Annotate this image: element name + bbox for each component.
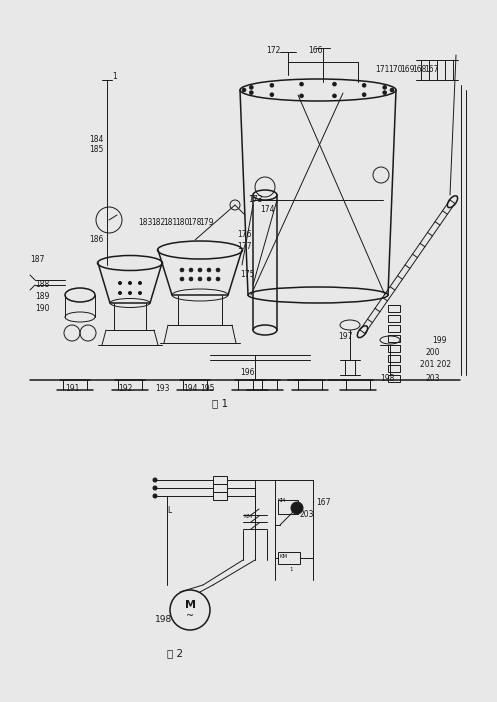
Text: 187: 187 [30, 255, 44, 264]
Text: M: M [184, 600, 195, 610]
Text: 180: 180 [175, 218, 189, 227]
Text: 167: 167 [316, 498, 331, 507]
Text: 166: 166 [308, 46, 323, 55]
Circle shape [139, 291, 142, 295]
Circle shape [129, 282, 132, 284]
Circle shape [129, 291, 132, 295]
Circle shape [139, 282, 142, 284]
Circle shape [362, 93, 366, 96]
Text: ~: ~ [186, 611, 194, 621]
Circle shape [249, 86, 253, 89]
Bar [278, 552, 300, 564]
Text: 192: 192 [118, 384, 132, 393]
Circle shape [291, 502, 303, 514]
Text: 1: 1 [112, 72, 117, 81]
Circle shape [118, 291, 121, 295]
Circle shape [153, 478, 157, 482]
Circle shape [198, 277, 202, 281]
Text: 177: 177 [237, 242, 251, 251]
Text: 172: 172 [266, 46, 280, 55]
Circle shape [153, 486, 157, 490]
Circle shape [249, 91, 253, 94]
Text: 188: 188 [35, 280, 49, 289]
Circle shape [362, 84, 366, 87]
Bar [388, 315, 400, 322]
Circle shape [332, 82, 336, 86]
Text: 191: 191 [65, 384, 80, 393]
Circle shape [300, 82, 303, 86]
Text: 190: 190 [35, 304, 50, 313]
Text: 194: 194 [183, 384, 197, 393]
Bar [388, 325, 400, 332]
Circle shape [216, 268, 220, 272]
Circle shape [270, 93, 274, 96]
Circle shape [118, 282, 121, 284]
Bar [388, 345, 400, 352]
Text: 198: 198 [155, 615, 172, 624]
Bar [213, 484, 227, 492]
Text: 图 1: 图 1 [212, 398, 228, 408]
Circle shape [216, 277, 220, 281]
Text: 183: 183 [138, 218, 153, 227]
Text: 167: 167 [424, 65, 438, 74]
Circle shape [189, 277, 193, 281]
Text: L: L [167, 506, 171, 515]
Text: KM: KM [278, 498, 286, 503]
Circle shape [180, 268, 184, 272]
Text: KM: KM [243, 514, 252, 519]
Circle shape [207, 277, 211, 281]
Bar [213, 492, 227, 500]
Text: 200: 200 [425, 348, 439, 357]
Text: 182: 182 [151, 218, 165, 227]
Text: 174: 174 [260, 205, 274, 214]
Text: 199: 199 [432, 336, 446, 345]
Text: 173: 173 [248, 195, 262, 204]
Circle shape [390, 88, 394, 92]
Text: 169: 169 [400, 65, 414, 74]
Text: 175: 175 [240, 270, 254, 279]
Text: 197: 197 [338, 332, 352, 341]
Bar [388, 375, 400, 382]
Circle shape [270, 84, 274, 87]
Text: 178: 178 [187, 218, 201, 227]
Text: 179: 179 [199, 218, 214, 227]
Text: 1: 1 [289, 567, 293, 572]
Text: 201 202: 201 202 [420, 360, 451, 369]
Text: 186: 186 [89, 235, 103, 244]
Text: 189: 189 [35, 292, 49, 301]
Circle shape [383, 86, 387, 89]
Text: 196: 196 [240, 368, 254, 377]
Text: 185: 185 [89, 145, 103, 154]
Circle shape [153, 494, 157, 498]
Text: 168: 168 [412, 65, 426, 74]
Text: KM: KM [280, 554, 288, 559]
Circle shape [332, 94, 336, 98]
Circle shape [198, 268, 202, 272]
Text: 图 2: 图 2 [167, 648, 183, 658]
Circle shape [189, 268, 193, 272]
Bar [388, 355, 400, 362]
Circle shape [383, 91, 387, 94]
Bar [388, 335, 400, 342]
Circle shape [180, 277, 184, 281]
Text: 170: 170 [388, 65, 403, 74]
Bar [278, 500, 298, 514]
Text: 181: 181 [163, 218, 177, 227]
Circle shape [207, 268, 211, 272]
Bar [213, 476, 227, 484]
Bar [388, 365, 400, 372]
Text: 171: 171 [375, 65, 389, 74]
Circle shape [242, 88, 246, 92]
Text: 184: 184 [89, 135, 103, 144]
Bar [388, 305, 400, 312]
Text: 203: 203 [299, 510, 314, 519]
Text: 203: 203 [425, 374, 439, 383]
Circle shape [300, 94, 303, 98]
Text: 193: 193 [155, 384, 169, 393]
Text: 176: 176 [237, 230, 251, 239]
Text: 195: 195 [200, 384, 215, 393]
Text: 198: 198 [380, 374, 395, 383]
